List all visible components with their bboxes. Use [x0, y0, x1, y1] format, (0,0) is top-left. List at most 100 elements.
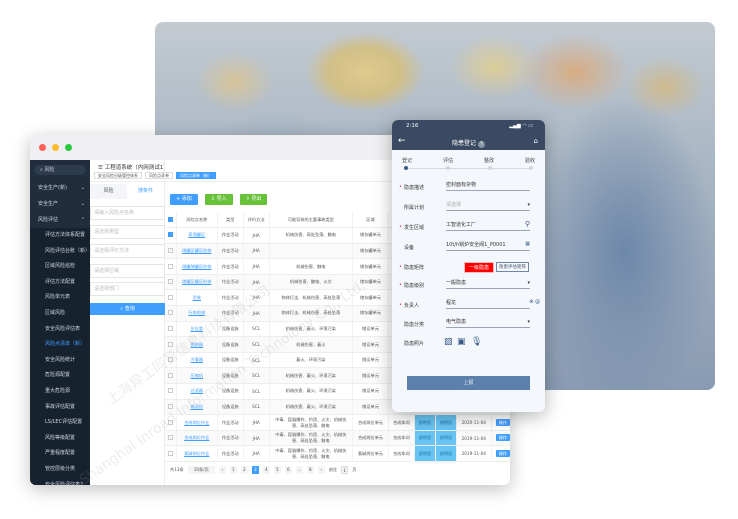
maximize-window-button[interactable] [65, 144, 72, 151]
location-pin-icon[interactable]: ⚲ [524, 220, 530, 228]
sidebar-item[interactable]: 安全生产(新) ⌄ [30, 180, 90, 196]
row-checkbox[interactable] [167, 341, 173, 347]
row-checkbox[interactable] [167, 357, 173, 363]
row-checkbox[interactable] [167, 310, 173, 316]
next-page-button[interactable]: › [317, 466, 325, 474]
row-checkbox[interactable] [167, 294, 173, 300]
back-arrow-icon[interactable]: ← [398, 136, 406, 146]
field-input[interactable]: 一般隐患 ▾ [446, 279, 530, 289]
table-cell[interactable]: 储罐区罐区检修 [176, 274, 218, 291]
hazard-level-badge[interactable]: 一级隐患 [464, 262, 495, 273]
sidebar-subitem[interactable]: 风险等级配置 [30, 430, 90, 447]
photo-add-icon[interactable]: ▨ [444, 337, 453, 347]
sidebar-subitem[interactable]: 重大危险源 [30, 383, 90, 400]
sidebar-subitem[interactable]: 危险源配置 [30, 368, 90, 384]
table-row[interactable]: 氯碱岗位作业 作业活动 JHA 中毒、容器爆炸、灼烫、火灾、机械伤害、高处坠落、触电 氯… [165, 445, 510, 462]
tab-tag-active[interactable]: 风险点清单（新） [176, 172, 216, 179]
home-icon[interactable]: ⌂ [533, 137, 538, 145]
column-header[interactable]: 区域 [352, 212, 389, 229]
page-button[interactable]: 6 [284, 466, 292, 474]
microphone-add-icon[interactable]: 🎙 [471, 337, 483, 347]
minimize-window-button[interactable] [52, 144, 59, 151]
field-input[interactable]: 电气隐患 ▾ [446, 318, 530, 328]
table-row[interactable]: 合成岗位作业 作业活动 JHA 中毒、容器爆炸、灼烫、火灾、机械伤害、高处坠落、触电 合… [165, 414, 510, 431]
tab-tag[interactable]: 安全风险分级管控体系 [94, 172, 142, 179]
area-select[interactable]: 请选择区域 [90, 264, 165, 278]
sidebar-item[interactable]: 风险评估 ⌃ [30, 212, 90, 228]
sidebar-subitem[interactable]: 事故评估配置 [30, 399, 90, 416]
row-checkbox[interactable] [167, 450, 173, 456]
row-checkbox[interactable] [167, 325, 173, 331]
select-all-checkbox[interactable] [167, 216, 173, 222]
row-checkbox[interactable] [167, 435, 173, 441]
sidebar-subitem[interactable]: 安全风险评估表 [30, 321, 90, 338]
row-checkbox[interactable] [167, 372, 173, 378]
column-header[interactable]: 评价方法 [243, 212, 270, 229]
table-cell[interactable]: 反应釜 [176, 321, 218, 338]
page-button[interactable]: ... [295, 466, 303, 474]
close-window-button[interactable] [39, 144, 46, 151]
table-cell[interactable]: 输送机 [176, 399, 218, 416]
sidebar-subitem[interactable]: 风险点清单（新） [30, 337, 90, 353]
column-header[interactable]: 可能导致的主要事故类型 [269, 212, 354, 229]
row-checkbox[interactable] [167, 247, 173, 253]
import-button[interactable]: ⇩ 导入 [204, 194, 233, 205]
page-button[interactable]: 8 [306, 466, 314, 474]
table-cell[interactable]: 氯碱岗位作业 [176, 445, 218, 462]
prev-page-button[interactable]: ‹ [218, 466, 226, 474]
field-input[interactable]: 请选择 ▾ [446, 201, 530, 211]
submit-button[interactable]: 上报 [407, 376, 530, 390]
row-checkbox[interactable] [167, 419, 173, 425]
table-cell[interactable]: 储罐储罐区检修 [176, 258, 218, 275]
column-header[interactable]: 风险点名称 [176, 212, 218, 229]
table-cell[interactable]: 合成岗位作业 [176, 430, 218, 447]
sidebar-subitem[interactable]: 评估方法配置 [30, 274, 90, 291]
page-button[interactable]: 1 [229, 466, 237, 474]
sidebar-subitem[interactable]: LS/LEC评估配置 [30, 415, 90, 431]
clear-and-at-icon[interactable]: ⊗ @ [529, 299, 540, 305]
query-button[interactable]: ⌕ 查询 [90, 303, 165, 315]
add-button[interactable]: + 添加 [170, 194, 198, 205]
page-button[interactable]: 4 [262, 466, 270, 474]
column-header[interactable]: 类型 [217, 212, 244, 229]
table-cell[interactable]: 行车检修 [176, 305, 218, 322]
sidebar-subitem[interactable]: 管控层级分类 [30, 461, 90, 478]
field-input[interactable]: 工智道化工厂 ⚲ [446, 220, 530, 231]
goto-page-input[interactable]: 1 [341, 466, 349, 474]
table-row[interactable]: 合成岗位作业 作业活动 JHA 中毒、容器爆炸、灼烫、火灾、机械伤害、高处坠落、触电 合… [165, 430, 510, 447]
sidebar-subitem[interactable]: 安全风险评估表2 [30, 477, 90, 485]
row-checkbox[interactable] [167, 263, 173, 269]
table-cell[interactable]: 蒸馏罐区 [176, 227, 218, 244]
department-select[interactable]: 请选择部门 [90, 282, 165, 296]
sidebar-subitem[interactable]: 风险评估台账（新） [30, 243, 90, 260]
tab-tag[interactable]: 风险点清单 [145, 172, 173, 179]
table-cell[interactable]: 操作 [491, 445, 510, 462]
page-button[interactable]: 3 [251, 466, 259, 474]
table-cell[interactable]: 吊装 [176, 289, 218, 307]
page-button[interactable]: 5 [273, 466, 281, 474]
table-cell[interactable]: 储罐区罐区检修 [176, 243, 218, 260]
row-checkbox[interactable] [167, 279, 173, 285]
table-cell[interactable]: 冷凝器 [176, 352, 218, 369]
sidebar-subitem[interactable]: 区域风险巡检 [30, 259, 90, 275]
table-cell[interactable]: 操作 [491, 430, 510, 447]
matrix-button[interactable]: 隐患评估矩阵 [496, 262, 529, 272]
help-icon[interactable]: ? [477, 141, 485, 148]
sidebar-subitem[interactable]: 安全风险统计 [30, 352, 90, 369]
menu-icon[interactable]: ☰ [98, 165, 103, 171]
sidebar-subitem[interactable]: 风险单元表 [30, 290, 90, 306]
table-cell[interactable]: 过滤器 [176, 383, 218, 400]
type-select[interactable]: 请选择类型 [90, 225, 165, 239]
risk-name-input[interactable]: 请输入风险点名称 [90, 206, 165, 220]
table-cell[interactable]: 操作 [491, 414, 510, 431]
page-button[interactable]: 2 [240, 466, 248, 474]
table-cell[interactable]: 压缩机 [176, 367, 218, 385]
field-input[interactable]: 10t/h锅炉安全阀1_P0001 ▦ [446, 241, 530, 251]
sidebar-subitem[interactable]: 区域风险 [30, 305, 90, 322]
sidebar-item[interactable]: 安全生产 ⌄ [30, 196, 90, 212]
sidebar-subitem[interactable]: 评估方法体系配置 [30, 228, 90, 244]
row-checkbox[interactable] [167, 232, 173, 238]
field-input[interactable]: 密封面有杂物 [446, 181, 530, 191]
field-input[interactable]: 程龙 ⊗ @ [446, 299, 540, 309]
table-cell[interactable]: 合成岗位作业 [176, 414, 218, 431]
